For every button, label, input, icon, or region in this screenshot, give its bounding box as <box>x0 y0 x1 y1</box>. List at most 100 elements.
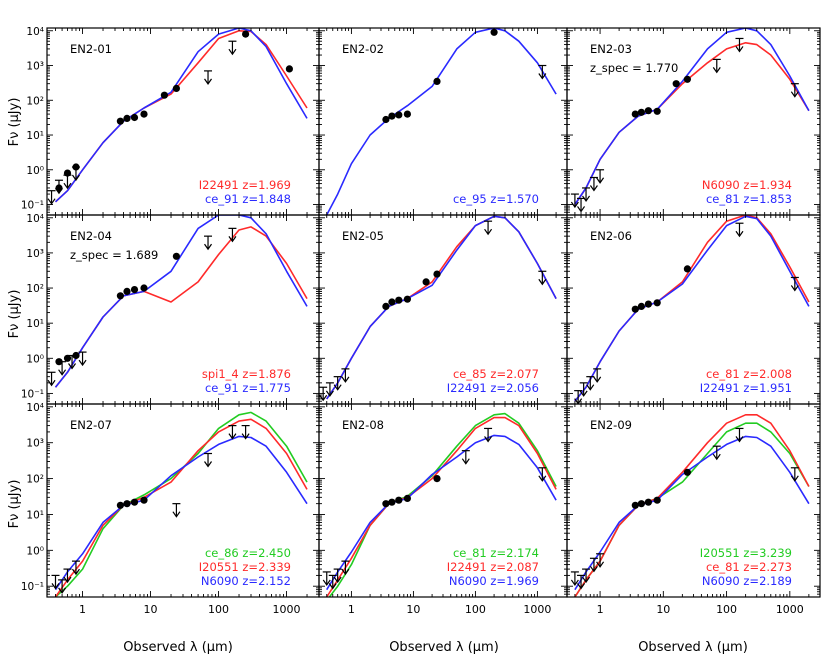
photometry-point <box>172 84 180 92</box>
sed-line-red <box>574 414 810 597</box>
photometry-point <box>653 299 661 307</box>
upper-limit-arrow <box>735 222 744 238</box>
photometry-point <box>653 496 661 504</box>
y-axis-label-row1: Fν (μJy) <box>7 98 22 147</box>
x-tick-label: 100 <box>465 603 486 616</box>
upper-limit-arrow <box>341 368 350 383</box>
panel-label: EN2-01 <box>70 42 112 56</box>
y-axis-label-row2: Fν (μJy) <box>7 290 22 339</box>
photometry-point <box>140 496 148 504</box>
fit-legend-red: I20551 z=2.339 <box>199 560 291 574</box>
sed-line-blue <box>54 28 308 203</box>
upper-limit-arrow <box>484 220 493 236</box>
fit-legend-red: spi1_4 z=1.876 <box>202 367 291 381</box>
fit-legend-red: ce_81 z=2.273 <box>706 560 792 574</box>
sed-line-red <box>326 416 557 597</box>
upper-limit-arrow <box>228 424 237 440</box>
upper-limit-arrow <box>172 503 181 518</box>
photometry-point <box>388 498 396 506</box>
upper-limit-arrow <box>47 190 56 205</box>
upper-limit-arrow <box>790 467 799 482</box>
upper-limit-arrow <box>735 37 744 53</box>
photometry-point <box>172 252 180 260</box>
upper-limit-arrow <box>790 276 799 292</box>
photometry-point <box>123 287 131 295</box>
fit-legend-blue: ce_91 z=1.848 <box>205 192 291 206</box>
fit-legend-green: ce_86 z=2.450 <box>205 546 291 560</box>
photometry-point <box>140 284 148 292</box>
x-tick-label: 1 <box>348 603 355 616</box>
sed-line-blue <box>54 435 308 591</box>
y-tick-label: 10¹ <box>26 130 44 142</box>
photometry-point <box>382 500 390 508</box>
photometry-point <box>644 107 653 115</box>
upper-limit-arrow <box>589 557 598 573</box>
photometry-point <box>395 296 403 304</box>
photometry-point <box>382 302 390 310</box>
y-tick-label: 10¹ <box>26 318 44 330</box>
y-tick-label: 10² <box>26 283 44 295</box>
upper-limit-arrow <box>333 376 342 391</box>
panel-label: EN2-08 <box>342 418 384 432</box>
upper-limit-arrow <box>204 452 213 468</box>
x-tick-label: 1000 <box>776 603 804 616</box>
photometry-point <box>631 110 639 118</box>
upper-limit-arrow <box>579 382 588 397</box>
upper-limit-arrow <box>570 571 579 586</box>
sed-line-blue <box>326 215 557 400</box>
fit-legend-blue: N6090 z=2.189 <box>702 574 792 588</box>
upper-limit-arrow <box>484 427 493 443</box>
photometry-point <box>285 65 293 73</box>
upper-limit-arrow <box>325 382 334 397</box>
panel-label: EN2-05 <box>342 229 384 243</box>
fit-legend-green: I20551 z=3.239 <box>700 546 792 560</box>
y-tick-label: 10¹ <box>26 509 44 521</box>
upper-limit-arrow <box>322 571 331 586</box>
x-tick-label: 10 <box>406 603 420 616</box>
upper-limit-arrow <box>582 568 591 584</box>
y-tick-label: 10³ <box>26 248 44 260</box>
panel-label: EN2-03 <box>590 42 632 56</box>
photometry-point <box>637 302 646 310</box>
upper-limit-arrow <box>461 450 470 465</box>
photometry-point <box>644 498 653 506</box>
x-axis-label-col1: Observed λ (μm) <box>123 640 233 655</box>
upper-limit-arrow <box>341 560 350 576</box>
x-tick-label: 10 <box>144 603 158 616</box>
photometry-point <box>433 77 441 85</box>
sed-line-blue <box>326 434 557 591</box>
upper-limit-arrow <box>228 40 237 56</box>
y-tick-label: 10² <box>26 474 44 486</box>
panel-en2-07: 10⁻¹ 10⁰ 10¹ 10² 10³ 10⁴ 1 10 100 1000 EN2-07 ce_86… <box>21 402 320 616</box>
y-tick-label: 10⁻¹ <box>21 200 44 212</box>
photometry-point <box>242 30 250 38</box>
photometry-point <box>403 494 411 502</box>
photometry-point <box>382 115 390 124</box>
upper-limit-arrow <box>586 376 595 391</box>
photometry-point <box>683 75 692 83</box>
y-tick-label: 10⁻¹ <box>21 388 44 400</box>
photometry-point <box>123 114 131 122</box>
x-axis-label-col3: Observed λ (μm) <box>638 640 748 655</box>
sed-line-blue <box>325 28 557 215</box>
photometry-point <box>422 278 430 286</box>
photometry-point <box>116 117 124 125</box>
photometry-point <box>116 292 124 300</box>
x-tick-label: 100 <box>208 603 229 616</box>
photometry-point <box>644 300 653 308</box>
upper-limit-arrow <box>538 270 547 286</box>
upper-limit-arrow <box>63 174 72 190</box>
upper-limit-arrow <box>570 193 579 209</box>
photometry-point <box>388 298 396 306</box>
upper-limit-arrow <box>538 467 547 482</box>
sed-line-blue <box>574 28 810 205</box>
fit-legend-blue: I22491 z=2.056 <box>447 381 539 395</box>
sed-line-blue <box>574 435 810 591</box>
panel-label: EN2-02 <box>342 42 384 56</box>
fit-legend-blue: N6090 z=1.969 <box>449 574 539 588</box>
